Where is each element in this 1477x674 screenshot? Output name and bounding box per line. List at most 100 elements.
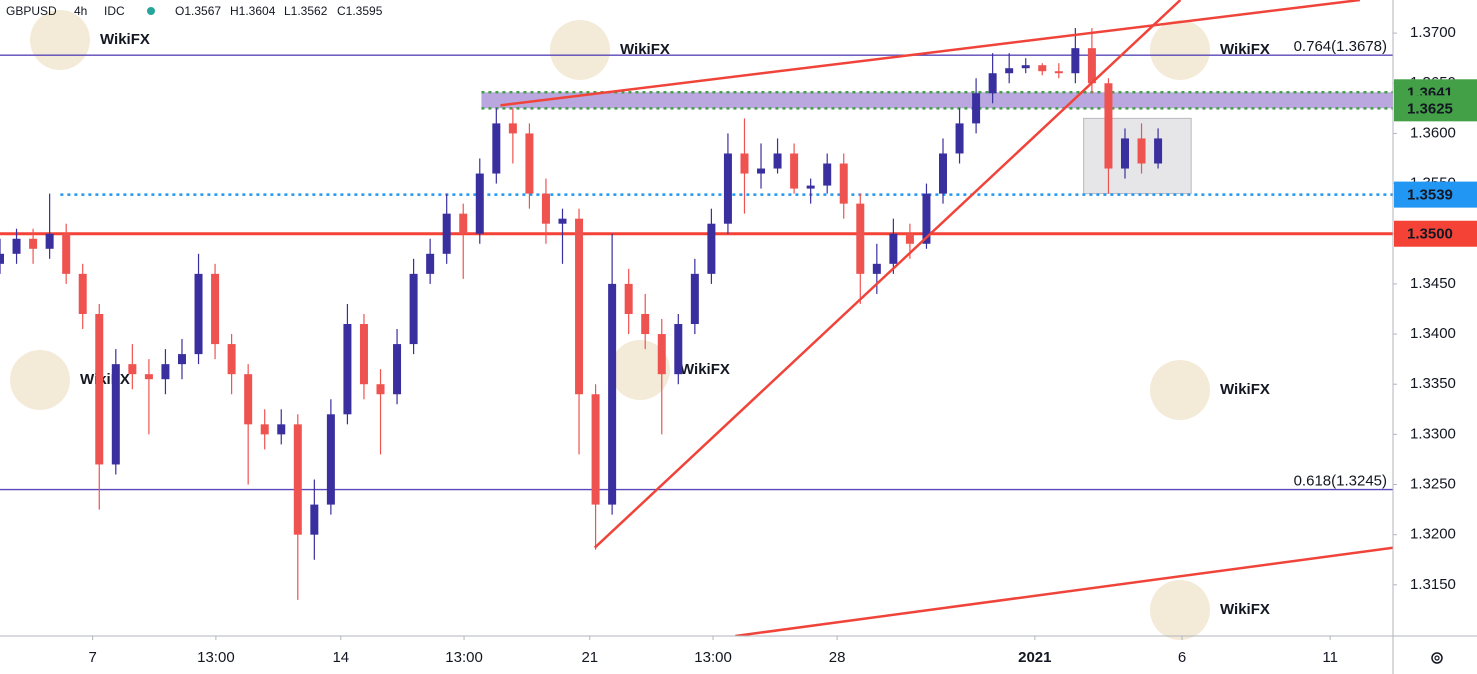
watermark-logo bbox=[10, 350, 70, 410]
watermark: WikiFX bbox=[620, 41, 670, 58]
candle-body bbox=[310, 504, 319, 535]
candle-body bbox=[740, 153, 749, 174]
candle-body bbox=[78, 273, 87, 314]
candle-body bbox=[839, 163, 848, 204]
candle-body bbox=[1054, 71, 1063, 74]
candle-body bbox=[12, 238, 21, 254]
candle-body bbox=[591, 394, 600, 505]
candle-body bbox=[95, 313, 104, 465]
ohlc-open: O1.3567 bbox=[175, 4, 221, 18]
price-badge bbox=[1394, 220, 1477, 247]
watermark: WikiFX bbox=[1220, 41, 1270, 58]
candle-body bbox=[905, 233, 914, 244]
trendline bbox=[500, 0, 1361, 107]
candle-body bbox=[1038, 65, 1047, 72]
watermark-logo bbox=[30, 10, 90, 70]
y-tick-label: 1.3300 bbox=[1410, 425, 1456, 442]
y-tick-label: 1.3200 bbox=[1410, 526, 1456, 543]
candle-body bbox=[889, 233, 898, 264]
y-tick-label: 1.3400 bbox=[1410, 325, 1456, 342]
ohlc-close: C1.3595 bbox=[337, 4, 383, 18]
candle-body bbox=[1120, 138, 1129, 169]
candle-body bbox=[1021, 65, 1030, 69]
fib-label: 0.764(1.3678) bbox=[1294, 38, 1387, 55]
candle-body bbox=[872, 263, 881, 274]
candle-body bbox=[955, 123, 964, 154]
resistance-zone bbox=[481, 92, 1394, 109]
candle-body bbox=[690, 273, 699, 325]
x-tick-label: 13:00 bbox=[197, 649, 235, 666]
x-tick-label: 2021 bbox=[1018, 649, 1051, 666]
candle-body bbox=[575, 218, 584, 395]
candle-body bbox=[29, 238, 38, 249]
watermark-logo bbox=[1150, 20, 1210, 80]
candle-body bbox=[442, 213, 451, 254]
watermark: WikiFX bbox=[1220, 601, 1270, 618]
candle-body bbox=[1104, 83, 1113, 169]
candle-body bbox=[492, 123, 501, 174]
watermark: WikiFX bbox=[1220, 381, 1270, 398]
candle-body bbox=[326, 414, 335, 505]
x-tick-label: 28 bbox=[829, 649, 846, 666]
x-tick-label: 7 bbox=[88, 649, 96, 666]
candle-body bbox=[293, 424, 302, 535]
candle-body bbox=[62, 233, 71, 274]
candle-body bbox=[277, 424, 286, 435]
trendline bbox=[593, 0, 1182, 549]
watermark-logo bbox=[610, 340, 670, 400]
watermark: WikiFX bbox=[680, 361, 730, 378]
candle-body bbox=[608, 283, 617, 505]
candle-body bbox=[144, 374, 153, 380]
candle-body bbox=[177, 354, 186, 365]
y-tick-label: 1.3150 bbox=[1410, 576, 1456, 593]
candle-body bbox=[657, 334, 666, 375]
candle-body bbox=[1071, 48, 1080, 74]
candle-body bbox=[393, 344, 402, 395]
ohlc-low: L1.3562 bbox=[284, 4, 328, 18]
consolidation-box bbox=[1083, 117, 1192, 195]
y-tick-label: 1.3600 bbox=[1410, 124, 1456, 141]
y-tick-label: 1.3450 bbox=[1410, 275, 1456, 292]
watermark: WikiFX bbox=[80, 371, 130, 388]
candle-body bbox=[624, 283, 633, 314]
candle-body bbox=[376, 384, 385, 395]
candle-body bbox=[757, 168, 766, 174]
price-badge-label: 1.3500 bbox=[1407, 226, 1453, 243]
candle-body bbox=[525, 133, 534, 194]
watermark-logo bbox=[1150, 580, 1210, 640]
watermark-logo bbox=[550, 20, 610, 80]
candle-body bbox=[244, 374, 253, 425]
fib-label: 0.618(1.3245) bbox=[1294, 473, 1387, 490]
settings-gear[interactable] bbox=[1431, 652, 1443, 664]
candle-body bbox=[674, 324, 683, 375]
y-tick-label: 1.3250 bbox=[1410, 475, 1456, 492]
candle-body bbox=[211, 273, 220, 345]
candle-body bbox=[194, 273, 203, 355]
candle-body bbox=[541, 193, 550, 224]
candle-body bbox=[0, 253, 4, 264]
candle-body bbox=[823, 163, 832, 186]
price-badge bbox=[1394, 95, 1477, 122]
x-tick-label: 6 bbox=[1178, 649, 1186, 666]
candle-body bbox=[161, 364, 170, 380]
candle-body bbox=[988, 73, 997, 94]
y-tick-label: 1.3350 bbox=[1410, 375, 1456, 392]
candle-body bbox=[227, 344, 236, 375]
status-dot bbox=[147, 7, 155, 15]
candle-body bbox=[1005, 68, 1014, 74]
x-tick-label: 21 bbox=[581, 649, 598, 666]
candle-body bbox=[459, 213, 468, 234]
candle-body bbox=[790, 153, 799, 189]
candle-body bbox=[1087, 48, 1096, 84]
candle-body bbox=[475, 173, 484, 234]
trendline bbox=[735, 546, 1393, 636]
plot: 0.764(1.3678) 0.618(1.3245) bbox=[0, 0, 1394, 636]
price-badge-label: 1.3539 bbox=[1407, 187, 1453, 204]
source: IDC bbox=[104, 4, 125, 18]
candle-body bbox=[343, 324, 352, 415]
candle-body bbox=[972, 93, 981, 124]
candle-body bbox=[45, 233, 54, 249]
candle-body bbox=[426, 253, 435, 274]
candle-body bbox=[111, 364, 120, 465]
